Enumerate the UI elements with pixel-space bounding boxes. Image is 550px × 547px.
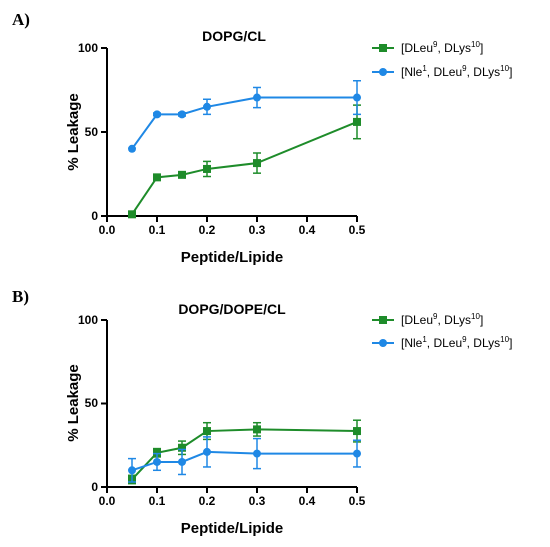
legend-label-b-green: [DLeu9, DLys10] [401,312,483,327]
data-point-a-green [353,117,361,126]
data-point-a-green [253,159,261,168]
plot-area-a [128,80,361,219]
chart-title-b: DOPG/DOPE/CL [178,301,286,317]
data-point-a-green [153,173,161,182]
panel-label-b: B) [12,287,29,306]
data-point-b-blue [203,447,211,456]
x-tick-label-a: 0.3 [249,223,266,237]
x-axis-b: 0.0 0.1 0.2 0.3 0.4 0.5 Peptide/Lipide [99,486,366,537]
x-tick-label-b: 0.5 [349,494,366,508]
data-point-a-blue [353,93,361,102]
plot-area-b [128,419,361,485]
y-axis-a: 0 50 100 % Leakage [65,41,108,223]
legend-marker-a-green [379,44,387,52]
y-axis-b: 0 50 100 % Leakage [65,313,108,494]
data-point-a-blue [178,110,186,119]
legend-label-b-blue: [Nle1, DLeu9, DLys10] [401,335,512,350]
legend-label-a-blue: [Nle1, DLeu9, DLys10] [401,64,512,79]
x-axis-label-b: Peptide/Lipide [181,520,284,537]
data-point-a-blue [203,102,211,111]
data-point-b-blue [128,466,136,475]
x-axis-a: 0.0 0.1 0.2 0.3 0.4 0.5 Peptide/Lipide [99,215,366,266]
x-tick-label-b: 0.2 [199,494,216,508]
data-point-a-green [178,170,186,179]
data-point-b-blue [253,449,261,458]
x-tick-label-b: 0.3 [249,494,266,508]
chart-title-a: DOPG/CL [202,28,266,44]
data-point-a-blue [128,144,136,153]
x-tick-label-a: 0.0 [99,223,116,237]
legend-marker-b-blue [379,339,387,347]
panel-b: B) DOPG/DOPE/CL 0.0 0.1 0.2 0.3 0.4 0.5 … [12,287,512,537]
x-tick-label-b: 0.1 [149,494,166,508]
panel-label-a: A) [12,10,30,29]
y-tick-label-b: 0 [91,480,98,494]
series-line-a-blue [131,96,357,150]
data-point-b-blue [153,457,161,466]
x-tick-label-a: 0.5 [349,223,366,237]
x-tick-label-b: 0.4 [299,494,316,508]
series-line-b-blue [131,450,357,472]
series-line-b-green [131,428,358,481]
y-tick-label-b: 50 [85,396,99,410]
data-point-a-green [203,164,211,173]
legend-a: [DLeu9, DLys10] [Nle1, DLeu9, DLys10] [372,40,512,79]
legend-item-b-blue: [Nle1, DLeu9, DLys10] [372,335,512,350]
x-tick-label-b: 0.0 [99,494,116,508]
legend-b: [DLeu9, DLys10] [Nle1, DLeu9, DLys10] [372,312,512,350]
y-axis-label-b: % Leakage [65,364,82,442]
data-point-b-blue [353,449,361,458]
data-point-a-green [128,210,136,219]
data-point-a-blue [153,110,161,119]
data-point-b-green [178,443,186,452]
data-point-b-green [203,427,211,436]
y-tick-label-b: 100 [78,313,98,327]
legend-item-b-green: [DLeu9, DLys10] [372,312,483,327]
y-tick-label-a: 0 [91,209,98,223]
legend-marker-b-green [379,316,387,324]
x-tick-label-a: 0.1 [149,223,166,237]
y-axis-label-a: % Leakage [65,93,82,171]
legend-marker-a-blue [379,68,387,76]
series-line-a-green [131,120,358,215]
data-point-b-green [253,425,261,434]
data-point-b-green [353,427,361,436]
panel-a: A) DOPG/CL 0.0 0.1 0.2 0.3 0.4 0.5 Pepti… [12,10,512,266]
y-tick-label-a: 50 [85,125,99,139]
y-tick-label-a: 100 [78,41,98,55]
data-point-a-blue [253,93,261,102]
x-tick-label-a: 0.2 [199,223,216,237]
data-point-b-blue [178,457,186,466]
x-tick-label-a: 0.4 [299,223,316,237]
data-point-b-green [153,448,161,457]
legend-item-a-green: [DLeu9, DLys10] [372,40,483,55]
legend-item-a-blue: [Nle1, DLeu9, DLys10] [372,64,512,79]
legend-label-a-green: [DLeu9, DLys10] [401,40,483,55]
x-axis-label-a: Peptide/Lipide [181,249,284,266]
